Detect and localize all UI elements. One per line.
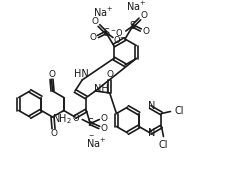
Text: O: O <box>101 124 108 133</box>
Text: O: O <box>140 11 147 20</box>
Text: $^{-}$O: $^{-}$O <box>110 27 123 39</box>
Text: S: S <box>87 118 93 128</box>
Text: O: O <box>73 114 80 123</box>
Text: Na$^{+}$: Na$^{+}$ <box>93 6 113 19</box>
Text: O: O <box>50 129 57 138</box>
Text: O: O <box>92 17 98 26</box>
Text: O: O <box>106 70 113 79</box>
Text: Cl: Cl <box>159 140 168 150</box>
Text: Na$^{+}$: Na$^{+}$ <box>86 137 107 150</box>
Text: S: S <box>103 27 109 37</box>
Text: NH$_2$: NH$_2$ <box>52 113 72 126</box>
Text: $^{-}$: $^{-}$ <box>88 132 95 141</box>
Text: Cl: Cl <box>175 107 184 117</box>
Text: HN: HN <box>74 69 89 79</box>
Text: S: S <box>130 21 136 31</box>
Text: N: N <box>148 101 155 111</box>
Text: O: O <box>90 33 96 42</box>
Text: NH: NH <box>94 84 109 94</box>
Text: N: N <box>148 128 155 138</box>
Text: O$^{-}$: O$^{-}$ <box>113 34 126 45</box>
Text: O: O <box>101 114 108 123</box>
Text: Na$^{+}$: Na$^{+}$ <box>126 0 146 12</box>
Text: O: O <box>142 26 149 36</box>
Text: O: O <box>48 70 55 79</box>
